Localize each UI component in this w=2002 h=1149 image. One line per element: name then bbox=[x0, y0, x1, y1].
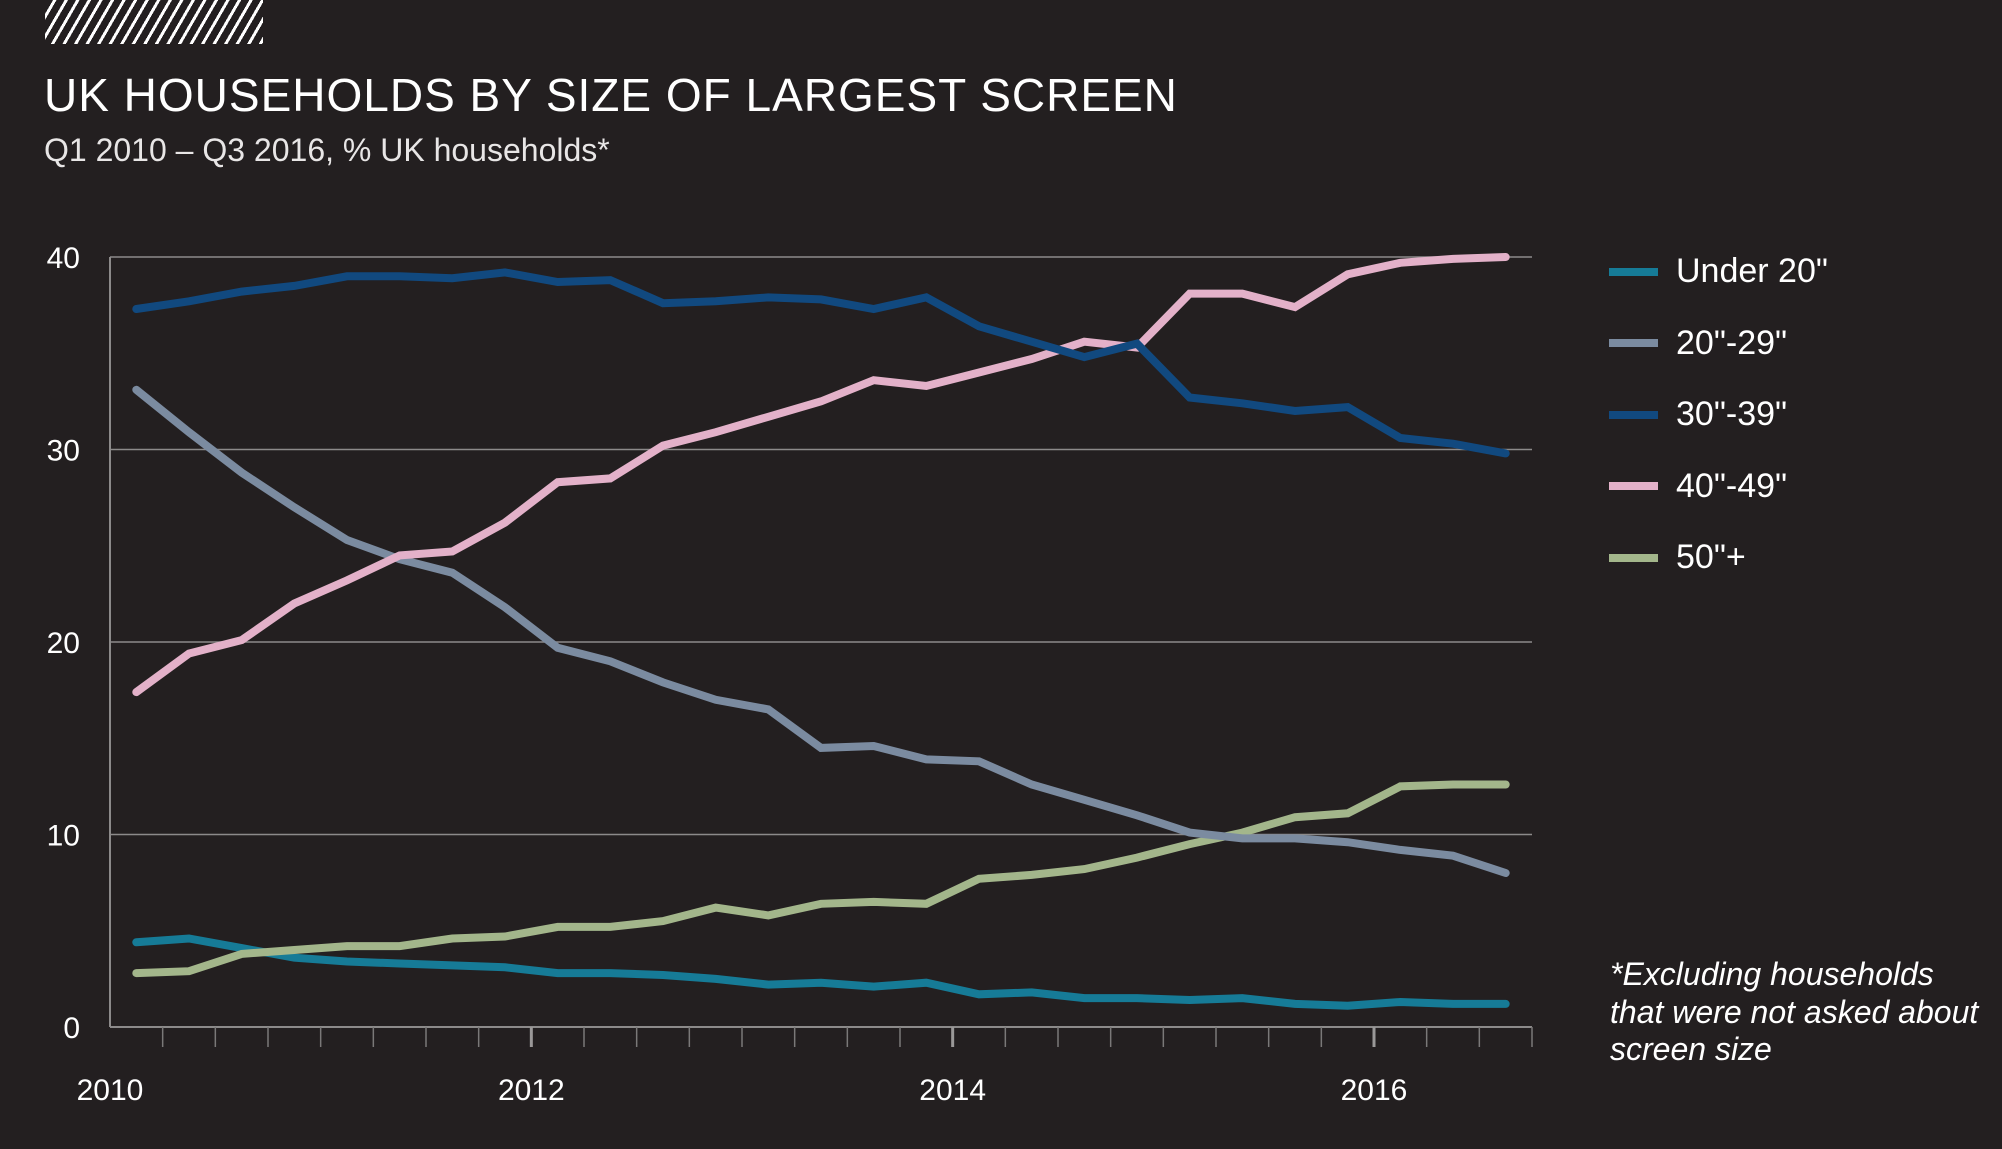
legend-label: 50"+ bbox=[1676, 538, 1746, 577]
legend-item: 40"-49" bbox=[1609, 451, 1828, 523]
y-tick-label: 0 bbox=[63, 1012, 80, 1045]
x-tick-label: 2016 bbox=[1341, 1074, 1408, 1107]
series-line-50 bbox=[132, 780, 1510, 978]
legend-swatch bbox=[1609, 553, 1658, 562]
y-axis-ticks: 0 10 20 30 40 bbox=[47, 242, 80, 1045]
series-lines bbox=[132, 253, 1510, 1010]
hatch-pattern-icon bbox=[45, 0, 263, 44]
x-axis: 2010 2012 2014 2016 bbox=[77, 257, 1533, 1107]
chart-title: UK HOUSEHOLDS BY SIZE OF LARGEST SCREEN bbox=[44, 69, 1178, 121]
legend: Under 20" 20"-29" 30"-39" 40"-49" 50"+ bbox=[1609, 236, 1828, 594]
x-tick-label: 2014 bbox=[919, 1074, 986, 1107]
x-tick-label: 2012 bbox=[498, 1074, 565, 1107]
y-tick-label: 20 bbox=[47, 627, 80, 660]
series-line-under-20 bbox=[132, 934, 1510, 1010]
legend-label: 40"-49" bbox=[1676, 466, 1788, 505]
legend-label: 20"-29" bbox=[1676, 323, 1788, 362]
legend-item: 20"-29" bbox=[1609, 308, 1828, 380]
legend-swatch bbox=[1609, 482, 1658, 491]
legend-swatch bbox=[1609, 410, 1658, 419]
y-tick-label: 10 bbox=[47, 820, 80, 853]
legend-swatch bbox=[1609, 267, 1658, 276]
legend-label: Under 20" bbox=[1676, 252, 1828, 291]
series-line-40-49 bbox=[132, 253, 1510, 697]
legend-swatch bbox=[1609, 339, 1658, 348]
y-tick-label: 40 bbox=[47, 242, 80, 275]
legend-item: 50"+ bbox=[1609, 522, 1828, 594]
legend-item: Under 20" bbox=[1609, 236, 1828, 308]
footnote: *Excluding households that were not aske… bbox=[1610, 956, 1979, 1067]
legend-label: 30"-39" bbox=[1676, 395, 1788, 434]
x-tick-label: 2010 bbox=[77, 1074, 144, 1107]
y-tick-label: 30 bbox=[47, 435, 80, 468]
series-line-30-39 bbox=[132, 268, 1510, 458]
legend-item: 30"-39" bbox=[1609, 379, 1828, 451]
series-line-20-29 bbox=[132, 385, 1510, 877]
chart-subtitle: Q1 2010 – Q3 2016, % UK households* bbox=[44, 132, 610, 168]
